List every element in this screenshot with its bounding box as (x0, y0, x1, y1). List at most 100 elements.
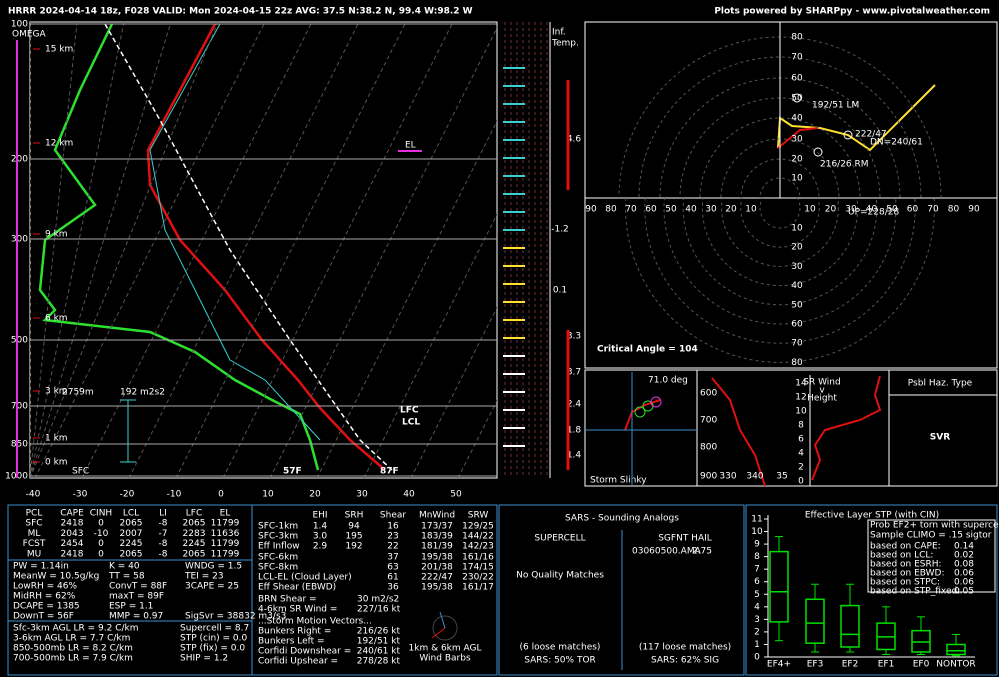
sr-tick: 40 (685, 205, 697, 215)
sr-ring (721, 198, 839, 267)
table-cell: 2.9 (313, 542, 328, 552)
table-cell: 230/22 (462, 573, 494, 583)
sr-tick: 70 (625, 205, 637, 215)
isotherm (34, 22, 266, 478)
frames (7, 21, 998, 676)
table-cell: SFC (25, 519, 42, 529)
table-cell: 278/28 kt (357, 657, 401, 667)
isotherm (128, 22, 360, 478)
index: WNDG = 1.5 (185, 562, 242, 572)
column-title: Temp. (551, 39, 579, 49)
height-label: 3 km (45, 387, 68, 397)
theta-tick: 700 (700, 416, 717, 426)
table-cell: 227/16 kt (357, 605, 401, 615)
pressure-label: 300 (11, 235, 28, 245)
theta-tick: 35 (776, 472, 787, 482)
inferred-value: 3.7 (567, 368, 581, 378)
theta-tick: 330 (719, 472, 736, 482)
slinky-label: 71.0 deg (648, 376, 688, 386)
box (946, 643, 966, 656)
slinky-ring (650, 396, 662, 408)
table-cell: FCST (23, 539, 46, 549)
table-cell: 22 (387, 542, 398, 552)
annotation: 87F (380, 467, 399, 477)
sr-tick: 80 (948, 205, 960, 215)
sr-ring (701, 198, 859, 287)
table-cell: 30 m2/s2 (357, 595, 399, 605)
table-cell: 192 (345, 542, 362, 552)
table-cell: 2065 (183, 549, 206, 559)
isotherm (30, 22, 125, 478)
table-cell: 2065 (183, 519, 206, 529)
row-label: SFC-8km (258, 563, 298, 573)
index: K = 40 (109, 562, 140, 572)
index: DCAPE = 1385 (13, 602, 80, 612)
table-cell: 23 (387, 532, 398, 542)
row-label: SFC-6km (258, 553, 298, 563)
sr-tick: 50 (665, 205, 677, 215)
srwind-tick: 12 (795, 393, 806, 403)
sr-tick: 60 (791, 320, 803, 330)
table-cell: 240/61 kt (357, 647, 401, 657)
sr-wind-profile (811, 375, 882, 481)
isotherm (410, 306, 497, 478)
table-cell: 142/23 (462, 542, 494, 552)
inferred-value: 2.4 (567, 400, 582, 410)
y-tick-label: 11 (751, 515, 762, 525)
sr-tick: 50 (791, 300, 803, 310)
box (805, 598, 825, 644)
stp-legend-frame (867, 519, 996, 593)
x-tick-label: EF3 (807, 660, 824, 670)
index: ESP = 1.1 (109, 602, 153, 612)
legend-value: 0.08 (954, 560, 974, 570)
table-header: SRH (345, 511, 364, 521)
srwind-title: SR Wind (803, 378, 840, 388)
sr-tick: 30 (845, 205, 857, 215)
legend-title: Sample CLIMO = .15 sigtor (870, 531, 992, 541)
sr-tick: 70 (927, 205, 939, 215)
row-label: Bunkers Right = (258, 627, 331, 637)
table-header: LFC (186, 509, 202, 519)
y-tick-label: 7 (754, 565, 760, 575)
table-cell: 0 (98, 549, 104, 559)
sars-match: 2.75 (692, 547, 712, 557)
lapse-rate: 700-500mb LR = 7.9 C/km (13, 654, 133, 664)
hodo-frame (584, 21, 998, 369)
box (769, 550, 789, 623)
legend-value: 0.06 (954, 578, 974, 588)
srwind-title: Height (807, 394, 837, 404)
annotation: 57F (283, 467, 302, 477)
y-tick-label: 3 (754, 615, 760, 625)
table-header: Shear (380, 511, 406, 521)
hodo-ring-label: 70 (791, 53, 803, 63)
row-label: SFC-1km (258, 522, 298, 532)
table-cell: 61 (387, 573, 398, 583)
index: MMP = 0.97 (109, 612, 163, 622)
table-cell: 11636 (211, 529, 240, 539)
sr-tick: 20 (825, 205, 837, 215)
table-header: EL (220, 509, 231, 519)
lapse-rate: 850-500mb LR = 8.2 C/km (13, 644, 133, 654)
parameter: SHIP = 1.2 (180, 654, 228, 664)
isotherm (81, 22, 313, 478)
hodograph-trace (777, 84, 936, 152)
isotherm (30, 22, 172, 478)
sr-tick: 20 (725, 205, 737, 215)
sr-tick: 30 (791, 262, 803, 272)
table-cell: 0 (98, 519, 104, 529)
table-cell: 195 (345, 532, 362, 542)
sr-tick: 10 (745, 205, 757, 215)
slinky-track (624, 399, 661, 431)
table-header: PCL (26, 509, 43, 519)
inferred-value: 1.8 (567, 426, 582, 436)
height-label: 6 km (45, 314, 68, 324)
sr-ring (759, 198, 801, 229)
lapse-rate: 3-6km AGL LR = 7.7 C/km (13, 634, 130, 644)
height-label: 9 km (45, 230, 68, 240)
row-label: Corfidi Downshear = (258, 647, 351, 657)
barb-ring (432, 615, 458, 641)
isotherm (457, 399, 497, 478)
legend-value: 0.06 (954, 569, 974, 579)
critical-angle: Critical Angle = 104 (597, 345, 698, 355)
sr-tick: 80 (791, 358, 803, 368)
